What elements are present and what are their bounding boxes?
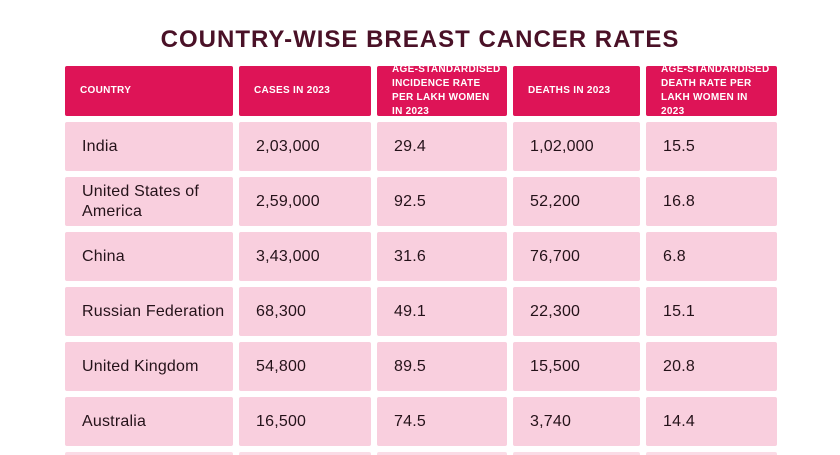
country-name: India bbox=[82, 137, 118, 155]
cell-incidence-rate: 74.5 bbox=[377, 397, 507, 446]
country-name: United States of America bbox=[82, 182, 200, 220]
cell-cases: 3,43,000 bbox=[239, 232, 371, 281]
column-header-cases: CASES IN 2023 bbox=[239, 66, 371, 116]
column-header-country: COUNTRY bbox=[65, 66, 233, 116]
cell-country: United Kingdom bbox=[65, 342, 233, 391]
death-rate-value: 15.5 bbox=[663, 137, 695, 155]
cell-death-rate: 6.8 bbox=[646, 232, 777, 281]
cell-cases: 54,800 bbox=[239, 342, 371, 391]
cell-death-rate: 16.8 bbox=[646, 177, 777, 226]
cell-death-rate: 15.5 bbox=[646, 122, 777, 171]
cell-cases: 16,500 bbox=[239, 397, 371, 446]
deaths-value: 1,02,000 bbox=[530, 137, 594, 155]
deaths-value: 52,200 bbox=[530, 192, 581, 210]
deaths-value: 76,700 bbox=[530, 247, 581, 265]
incidence-rate-value: 89.5 bbox=[394, 357, 426, 375]
page-title: COUNTRY-WISE BREAST CANCER RATES bbox=[160, 26, 680, 53]
cases-value: 54,800 bbox=[256, 357, 307, 375]
column-header-label: CASES IN 2023 bbox=[254, 85, 331, 96]
cell-deaths: 22,300 bbox=[513, 287, 640, 336]
cell-deaths: 1,02,000 bbox=[513, 122, 640, 171]
cases-value: 16,500 bbox=[256, 412, 307, 430]
death-rate-value: 6.8 bbox=[663, 247, 686, 265]
cell-death-rate: 14.4 bbox=[646, 397, 777, 446]
cell-country: Russian Federation bbox=[65, 287, 233, 336]
next-row-partial bbox=[377, 452, 507, 455]
cell-country: Australia bbox=[65, 397, 233, 446]
column-header-label: COUNTRY bbox=[80, 85, 132, 96]
incidence-rate-value: 74.5 bbox=[394, 412, 426, 430]
cell-country: China bbox=[65, 232, 233, 281]
death-rate-value: 15.1 bbox=[663, 302, 695, 320]
incidence-rate-value: 92.5 bbox=[394, 192, 426, 210]
cell-cases: 68,300 bbox=[239, 287, 371, 336]
death-rate-value: 20.8 bbox=[663, 357, 695, 375]
cell-death-rate: 20.8 bbox=[646, 342, 777, 391]
cases-value: 3,43,000 bbox=[256, 247, 320, 265]
cell-country: India bbox=[65, 122, 233, 171]
cell-deaths: 76,700 bbox=[513, 232, 640, 281]
cell-cases: 2,59,000 bbox=[239, 177, 371, 226]
country-name: Russian Federation bbox=[82, 302, 225, 320]
country-name: Australia bbox=[82, 412, 147, 430]
next-row-partial bbox=[239, 452, 371, 455]
column-header-incidence-rate: AGE-STANDARDISED INCIDENCE RATE PER LAKH… bbox=[377, 64, 507, 117]
death-rate-value: 14.4 bbox=[663, 412, 695, 430]
cases-value: 68,300 bbox=[256, 302, 307, 320]
cell-incidence-rate: 89.5 bbox=[377, 342, 507, 391]
country-name: China bbox=[82, 247, 125, 265]
cell-death-rate: 15.1 bbox=[646, 287, 777, 336]
column-header-label: DEATHS IN 2023 bbox=[528, 85, 611, 96]
incidence-rate-value: 29.4 bbox=[394, 137, 426, 155]
cell-deaths: 3,740 bbox=[513, 397, 640, 446]
cell-incidence-rate: 31.6 bbox=[377, 232, 507, 281]
next-row-partial bbox=[65, 452, 233, 455]
cell-deaths: 15,500 bbox=[513, 342, 640, 391]
next-row-partial bbox=[646, 452, 777, 455]
country-name: United Kingdom bbox=[82, 357, 199, 375]
deaths-value: 15,500 bbox=[530, 357, 581, 375]
cell-incidence-rate: 92.5 bbox=[377, 177, 507, 226]
incidence-rate-value: 31.6 bbox=[394, 247, 426, 265]
column-header-label: AGE-STANDARDISED DEATH RATE PER LAKH WOM… bbox=[661, 64, 770, 117]
column-header-label: AGE-STANDARDISED INCIDENCE RATE PER LAKH… bbox=[392, 64, 501, 117]
cases-value: 2,59,000 bbox=[256, 192, 320, 210]
cancer-rates-table: COUNTRY CASES IN 2023 AGE-STANDARDISED I… bbox=[65, 64, 777, 455]
incidence-rate-value: 49.1 bbox=[394, 302, 426, 320]
cell-country: United States of America bbox=[65, 177, 233, 226]
cases-value: 2,03,000 bbox=[256, 137, 320, 155]
deaths-value: 22,300 bbox=[530, 302, 581, 320]
deaths-value: 3,740 bbox=[530, 412, 572, 430]
death-rate-value: 16.8 bbox=[663, 192, 695, 210]
cell-incidence-rate: 29.4 bbox=[377, 122, 507, 171]
column-header-deaths: DEATHS IN 2023 bbox=[513, 66, 640, 116]
cell-deaths: 52,200 bbox=[513, 177, 640, 226]
next-row-partial bbox=[513, 452, 640, 455]
cell-cases: 2,03,000 bbox=[239, 122, 371, 171]
column-header-death-rate: AGE-STANDARDISED DEATH RATE PER LAKH WOM… bbox=[646, 64, 777, 117]
cell-incidence-rate: 49.1 bbox=[377, 287, 507, 336]
